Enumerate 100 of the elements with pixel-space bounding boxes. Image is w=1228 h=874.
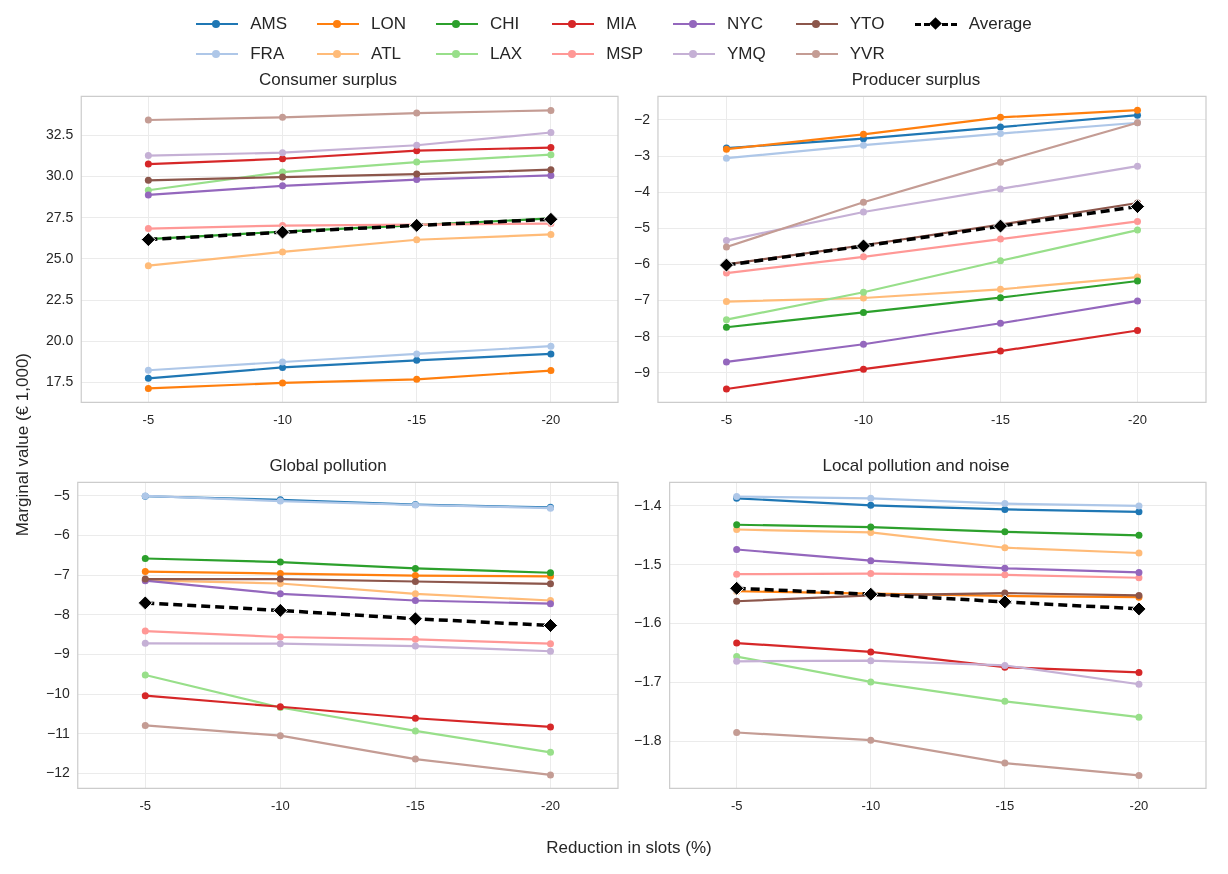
point bbox=[547, 166, 555, 174]
point bbox=[141, 671, 149, 679]
point bbox=[547, 171, 555, 179]
point bbox=[722, 316, 730, 324]
point bbox=[996, 285, 1004, 293]
legend-label: MIA bbox=[606, 14, 637, 34]
legend-label: LAX bbox=[490, 44, 523, 64]
y-tick-label: −5 bbox=[53, 486, 70, 503]
x-tick-label: -10 bbox=[854, 411, 873, 427]
point bbox=[1135, 568, 1143, 576]
point bbox=[1133, 162, 1141, 170]
y-tick-label: −1.8 bbox=[634, 732, 662, 749]
point bbox=[413, 170, 421, 178]
y-tick-label: −7 bbox=[53, 566, 70, 583]
point bbox=[542, 617, 558, 633]
point bbox=[722, 323, 730, 331]
x-tick-label: -20 bbox=[1129, 797, 1149, 813]
point bbox=[1001, 544, 1009, 552]
point bbox=[411, 564, 419, 572]
point bbox=[1135, 713, 1143, 721]
point bbox=[722, 358, 730, 366]
point bbox=[992, 218, 1008, 234]
point bbox=[1001, 564, 1009, 572]
legend-label: AMS bbox=[250, 14, 288, 34]
point bbox=[141, 627, 149, 635]
point bbox=[144, 116, 152, 124]
point bbox=[411, 577, 419, 585]
point bbox=[867, 657, 875, 665]
point bbox=[413, 158, 421, 166]
point bbox=[413, 356, 421, 364]
point bbox=[140, 232, 156, 248]
chart-title: Global pollution bbox=[269, 455, 387, 475]
point bbox=[279, 358, 287, 366]
y-tick-label: −9 bbox=[633, 363, 651, 380]
point bbox=[276, 640, 284, 648]
point bbox=[279, 113, 287, 121]
point bbox=[137, 595, 153, 611]
point bbox=[411, 755, 419, 763]
point bbox=[1131, 601, 1147, 617]
point bbox=[413, 109, 421, 117]
x-tick-label: -15 bbox=[991, 411, 1010, 427]
point bbox=[859, 308, 867, 316]
point bbox=[859, 141, 867, 149]
point bbox=[1133, 226, 1141, 234]
point bbox=[141, 692, 149, 700]
point bbox=[144, 152, 152, 160]
point bbox=[1001, 528, 1009, 536]
point bbox=[546, 600, 554, 608]
y-tick-label: −8 bbox=[53, 605, 70, 622]
point bbox=[1133, 297, 1141, 305]
point bbox=[867, 501, 875, 509]
point bbox=[141, 568, 149, 576]
point bbox=[276, 590, 284, 598]
point bbox=[141, 721, 149, 729]
x-tick-label: -15 bbox=[406, 797, 425, 813]
point bbox=[867, 557, 875, 565]
point bbox=[859, 340, 867, 348]
point bbox=[546, 647, 554, 655]
point bbox=[407, 611, 423, 627]
y-tick-label: 22.5 bbox=[46, 290, 74, 307]
point bbox=[276, 558, 284, 566]
legend-label: FRA bbox=[250, 44, 285, 64]
point bbox=[547, 106, 555, 114]
point bbox=[547, 129, 555, 137]
point bbox=[141, 555, 149, 562]
x-tick-label: -10 bbox=[270, 797, 290, 813]
y-tick-label: −4 bbox=[633, 183, 651, 199]
point bbox=[279, 248, 287, 256]
point bbox=[411, 727, 419, 735]
y-tick-label: −10 bbox=[46, 684, 70, 701]
x-tick-label: -10 bbox=[273, 411, 292, 427]
y-tick-label: −12 bbox=[46, 764, 70, 781]
point bbox=[276, 575, 284, 583]
point bbox=[547, 230, 555, 238]
point bbox=[733, 545, 741, 553]
point bbox=[547, 367, 555, 375]
y-axis-title: Marginal value (€ 1,000) bbox=[13, 353, 33, 537]
point bbox=[996, 257, 1004, 265]
point bbox=[733, 570, 741, 578]
x-tick-label: -5 bbox=[730, 797, 743, 813]
point bbox=[996, 130, 1004, 138]
point bbox=[144, 262, 152, 270]
point bbox=[1135, 508, 1143, 516]
point bbox=[144, 191, 152, 199]
point bbox=[276, 732, 284, 740]
point bbox=[547, 342, 555, 350]
point bbox=[144, 384, 152, 392]
legend-label: NYC bbox=[727, 14, 763, 34]
x-tick-label: -5 bbox=[142, 411, 155, 427]
point bbox=[411, 714, 419, 722]
point bbox=[867, 736, 875, 744]
point bbox=[546, 748, 554, 756]
point bbox=[1001, 697, 1009, 705]
x-tick-label: -20 bbox=[541, 797, 560, 813]
x-tick-label: -20 bbox=[1128, 411, 1147, 427]
legend-label: YTO bbox=[849, 14, 885, 34]
point bbox=[279, 379, 287, 387]
x-tick-label: -20 bbox=[541, 411, 561, 427]
point bbox=[859, 198, 867, 206]
y-tick-label: 20.0 bbox=[46, 332, 74, 349]
